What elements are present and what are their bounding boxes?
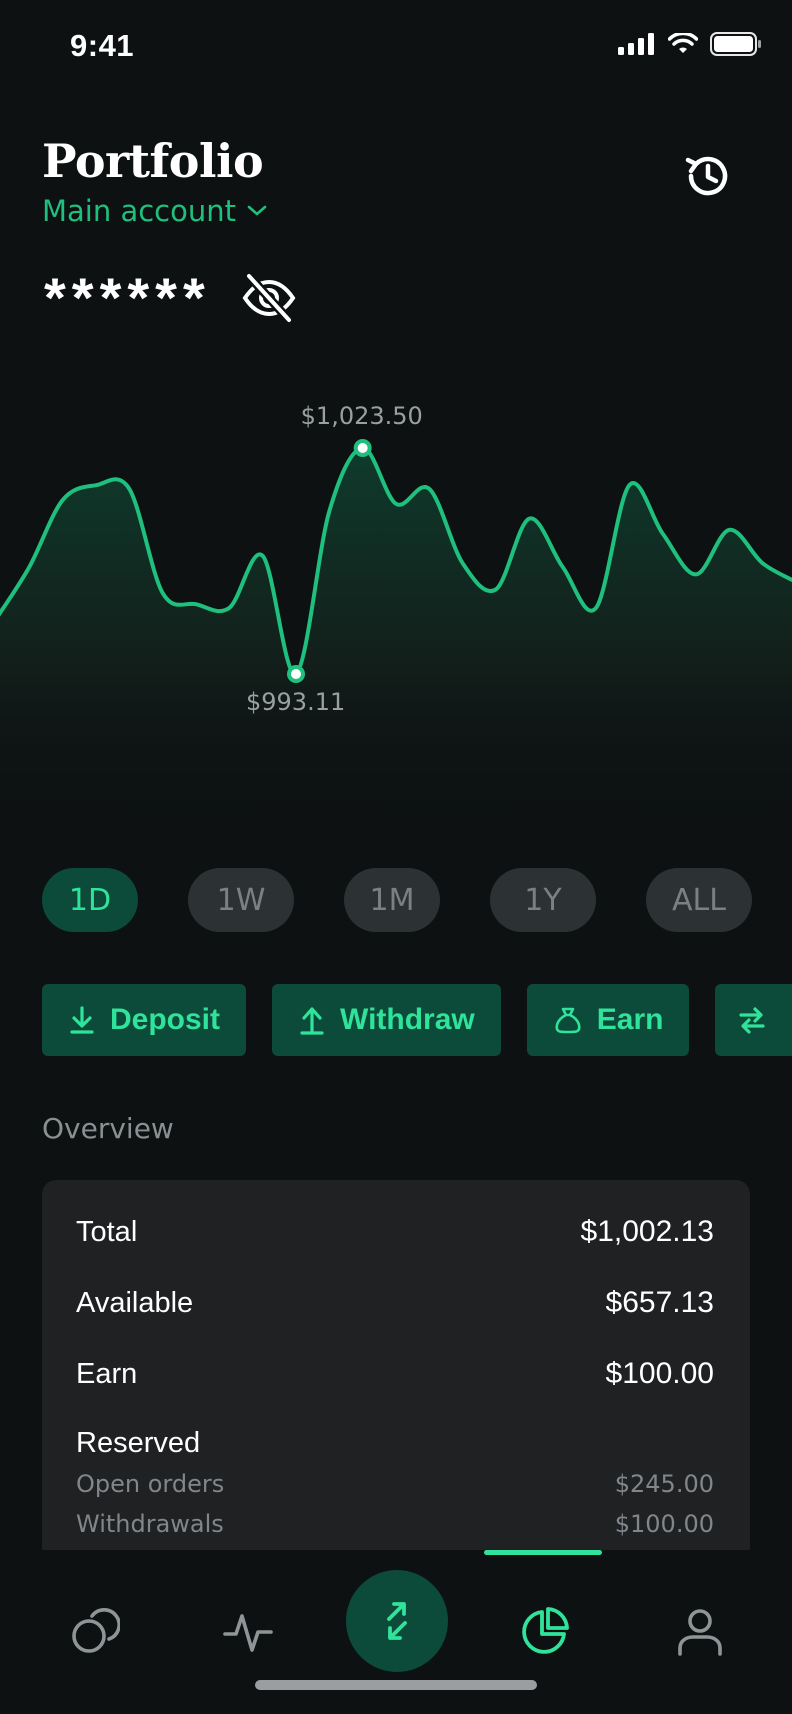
overview-row-withdrawals: Withdrawals $100.00 [76, 1510, 714, 1538]
coins-icon [72, 1608, 120, 1653]
balance-row: ****** [44, 270, 297, 326]
range-all[interactable]: ALL [646, 868, 752, 932]
wifi-icon [668, 33, 698, 53]
upload-arrow-icon [300, 1007, 324, 1035]
range-1y[interactable]: 1Y [490, 868, 596, 932]
overview-row-earn: Earn $100.00 [76, 1356, 714, 1392]
chart-area [0, 447, 792, 830]
profile-icon [678, 1609, 722, 1656]
chart-low-point [287, 665, 305, 683]
overview-row-available: Available $657.13 [76, 1285, 714, 1321]
available-label: Available [76, 1286, 194, 1319]
nav-coins[interactable] [64, 1602, 124, 1662]
chevron-down-icon [247, 205, 267, 216]
withdrawals-label: Withdrawals [76, 1510, 224, 1538]
account-label: Main account [42, 194, 236, 228]
swap-arrows-icon [739, 1007, 766, 1034]
nav-activity[interactable] [218, 1602, 278, 1662]
range-1d[interactable]: 1D [42, 868, 138, 932]
portfolio-chart[interactable]: $1,023.50 $993.11 [0, 390, 792, 830]
earn-overview-label: Earn [76, 1357, 138, 1390]
available-value: $657.13 [605, 1286, 714, 1319]
balance-masked: ****** [44, 266, 211, 329]
page-title: Portfolio [42, 134, 264, 188]
nav-exchange[interactable] [346, 1570, 448, 1672]
activity-icon [223, 1614, 273, 1652]
deposit-button[interactable]: Deposit [42, 984, 247, 1056]
nav-portfolio[interactable] [514, 1602, 574, 1662]
range-1w[interactable]: 1W [188, 868, 294, 932]
earn-button[interactable]: Earn [526, 984, 690, 1056]
withdraw-label: Withdraw [340, 1003, 475, 1036]
total-label: Total [76, 1215, 138, 1248]
chart-high-point [353, 439, 372, 457]
download-arrow-icon [70, 1006, 94, 1034]
home-indicator [255, 1680, 537, 1690]
battery-icon [710, 32, 761, 56]
cellular-signal-icon [618, 33, 654, 55]
history-icon [685, 156, 728, 196]
withdraw-button[interactable]: Withdraw [272, 984, 501, 1056]
eye-off-icon[interactable] [241, 272, 297, 324]
overview-heading: Overview [42, 1112, 174, 1145]
chart-high-label: $1,023.50 [300, 402, 423, 430]
earn-overview-value: $100.00 [605, 1357, 714, 1390]
overview-row-total: Total $1,002.13 [76, 1214, 714, 1250]
overview-card: Total $1,002.13 Available $657.13 Earn $… [42, 1180, 750, 1550]
chart-low-label: $993.11 [246, 688, 346, 716]
withdrawals-value: $100.00 [614, 1510, 714, 1538]
account-selector[interactable]: Main account [42, 194, 762, 228]
portfolio-icon [522, 1607, 569, 1654]
open-orders-value: $245.00 [614, 1470, 714, 1498]
earn-label: Earn [596, 1003, 664, 1036]
range-1m[interactable]: 1M [344, 868, 440, 932]
chart-svg [0, 439, 792, 830]
swap-button[interactable] [715, 984, 792, 1056]
status-icons [618, 32, 762, 56]
overview-row-open-orders: Open orders $245.00 [76, 1470, 714, 1498]
total-value: $1,002.13 [580, 1215, 714, 1248]
status-bar: 9:41 [0, 0, 792, 100]
open-orders-label: Open orders [76, 1470, 225, 1498]
nav-active-indicator [484, 1550, 602, 1555]
nav-profile[interactable] [670, 1602, 730, 1662]
range-selector: 1D 1W 1M 1Y ALL [42, 868, 752, 932]
header: Portfolio Main account [42, 134, 762, 228]
action-buttons: Deposit Withdraw Earn [42, 984, 792, 1056]
status-time: 9:41 [70, 28, 135, 63]
reserved-label: Reserved [76, 1427, 201, 1459]
deposit-label: Deposit [110, 1003, 221, 1036]
history-button[interactable] [682, 150, 734, 207]
money-bag-icon [555, 1007, 581, 1034]
chart-series-line [0, 446, 792, 677]
exchange-icon [387, 1602, 407, 1640]
